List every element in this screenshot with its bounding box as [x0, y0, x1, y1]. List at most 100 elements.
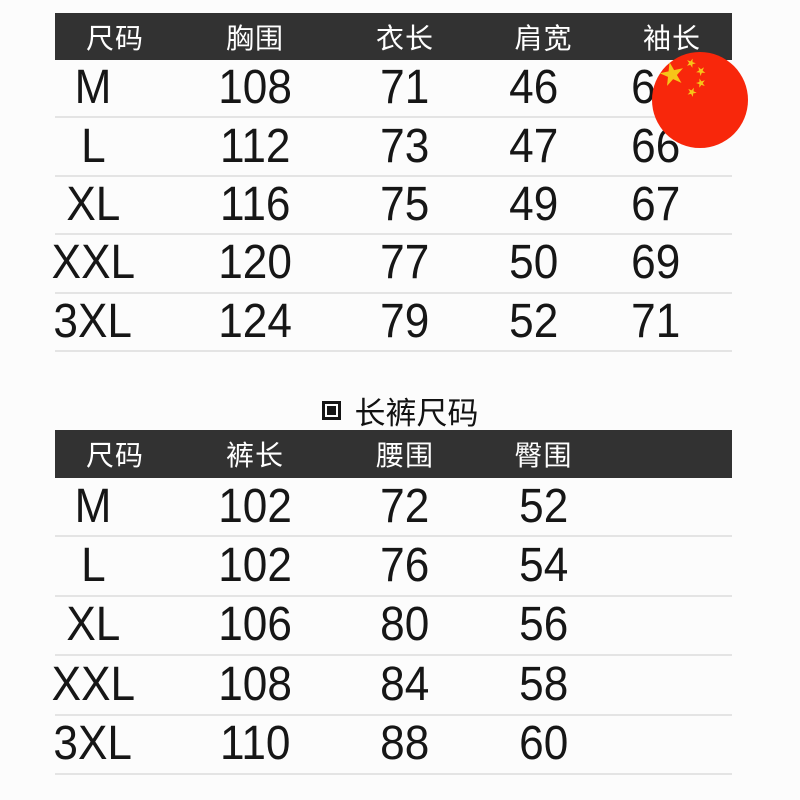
chest-value: 108 [218, 61, 292, 115]
value-cell: 50 [475, 239, 612, 287]
chest-value: 120 [218, 236, 292, 290]
size-label: 3XL [53, 294, 133, 348]
value-cell: 88 [335, 720, 475, 768]
pants-section-title: 长裤尺码 [0, 392, 800, 431]
value-cell: 108 [175, 657, 335, 711]
waist-value: 88 [380, 717, 430, 771]
square-bullet-icon [321, 400, 341, 420]
pants-size-table: 尺码 裤长 腰围 臀围 M 102 72 52 L 102 76 54 XL 1… [51, 430, 732, 775]
value-cell: 84 [335, 660, 475, 709]
size-label: 3XL [53, 717, 133, 771]
table-row-xxl: XXL 120 77 50 69 [51, 235, 732, 294]
value-cell: 46 [475, 64, 612, 112]
header-cell-inseam: 裤长 [225, 440, 284, 471]
table-row-m: M 108 71 46 64 [55, 60, 732, 119]
value-cell: 60 [475, 720, 612, 768]
value-cell: 69 [612, 239, 732, 287]
inseam-value: 106 [218, 598, 292, 652]
header-cell-length: 衣长 [375, 22, 434, 54]
shoulder-value: 50 [508, 236, 559, 290]
inseam-value: 102 [218, 539, 292, 593]
sleeve-value: 71 [631, 294, 681, 348]
table-row-l: L 102 76 54 [55, 537, 732, 597]
inseam-value: 108 [218, 657, 292, 711]
size-label: XL [65, 598, 121, 652]
shoulder-value: 49 [508, 177, 559, 231]
value-cell: 72 [335, 479, 475, 533]
chest-value: 116 [219, 177, 291, 231]
value-cell: 54 [475, 542, 612, 590]
inseam-value: 102 [218, 479, 292, 533]
hip-value: 58 [518, 657, 569, 711]
sleeve-value: 67 [631, 177, 681, 231]
value-cell: 110 [175, 720, 335, 768]
size-cell: XXL [51, 660, 175, 709]
value-cell: 73 [335, 119, 475, 173]
size-label: XXL [51, 657, 135, 711]
value-cell: 102 [175, 542, 335, 590]
header-cell-sleeve: 袖长 [642, 22, 701, 54]
shoulder-value: 52 [508, 294, 559, 348]
header-cell-shoulder: 肩宽 [514, 22, 573, 54]
header-cell-waist: 腰围 [375, 440, 434, 471]
waist-value: 76 [380, 539, 430, 593]
value-cell: 71 [612, 294, 732, 348]
table-row-xxl: XXL 108 84 58 [51, 656, 732, 716]
value-cell: 58 [475, 657, 612, 711]
shoulder-value: 46 [508, 61, 559, 115]
value-cell: 108 [175, 64, 335, 112]
table-row-3xl: 3XL 124 79 52 71 [53, 294, 732, 352]
header-cell-size: 尺码 [85, 440, 144, 471]
length-value: 77 [380, 236, 430, 290]
size-cell: XL [55, 601, 175, 649]
chest-value: 112 [219, 119, 291, 173]
tops-size-table: 尺码 胸围 衣长 肩宽 袖长 M 108 71 46 64 L 112 73 4… [51, 13, 732, 352]
size-cell: L [55, 542, 175, 590]
value-cell: 116 [175, 177, 335, 231]
size-cell: M [55, 64, 175, 112]
waist-value: 80 [380, 598, 430, 652]
waist-value: 72 [380, 479, 430, 533]
size-cell: L [55, 119, 175, 173]
length-value: 79 [380, 294, 430, 348]
inseam-value: 110 [219, 717, 291, 771]
table-row-m: M 102 72 52 [55, 478, 732, 538]
value-cell: 77 [335, 239, 475, 287]
size-cell: 3XL [53, 717, 175, 771]
size-label: L [80, 119, 106, 173]
sleeve-value: 69 [631, 236, 681, 290]
hip-value: 56 [518, 598, 569, 652]
table-row-l: L 112 73 47 66 [55, 118, 732, 177]
value-cell: 47 [475, 119, 612, 173]
value-cell: 52 [475, 479, 612, 533]
hip-value: 52 [518, 479, 569, 533]
size-label: M [74, 479, 112, 533]
tops-table-header-row: 尺码 胸围 衣长 肩宽 袖长 [55, 13, 732, 60]
value-cell: 112 [175, 119, 335, 173]
value-cell: 79 [335, 294, 475, 348]
chest-value: 124 [218, 294, 292, 348]
header-cell-hip: 臀围 [514, 440, 573, 471]
flag-big-star-icon: ★ [654, 53, 690, 95]
value-cell: 106 [175, 601, 335, 649]
shoulder-value: 47 [508, 119, 559, 173]
size-cell: XXL [51, 239, 175, 287]
hip-value: 60 [518, 717, 569, 771]
value-cell: 71 [335, 64, 475, 112]
size-cell: M [55, 479, 175, 533]
length-value: 71 [380, 61, 430, 115]
value-cell: 56 [475, 601, 612, 649]
value-cell: 120 [175, 239, 335, 287]
length-value: 73 [380, 119, 430, 173]
pants-section-title-text: 长裤尺码 [354, 395, 479, 431]
hip-value: 54 [518, 539, 569, 593]
length-value: 75 [380, 177, 430, 231]
value-cell: 76 [335, 542, 475, 590]
value-cell: 75 [335, 177, 475, 231]
value-cell: 124 [175, 294, 335, 348]
table-row-xl: XL 116 75 49 67 [55, 177, 732, 236]
value-cell: 102 [175, 479, 335, 533]
size-label: M [74, 61, 112, 115]
china-flag-badge: ★ ★ ★ ★ ★ [652, 52, 748, 148]
size-cell: 3XL [53, 294, 175, 348]
